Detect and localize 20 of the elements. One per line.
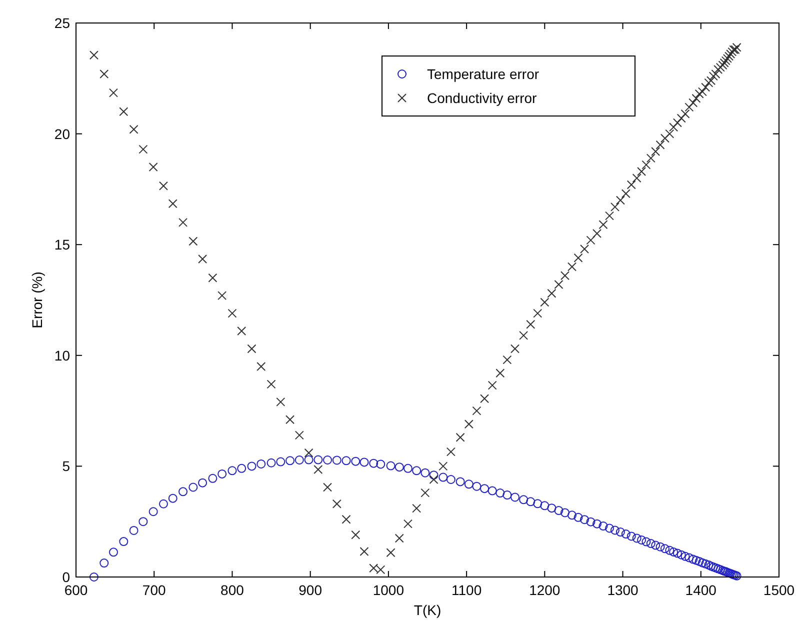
y-tick-label: 10 [54,347,70,364]
y-tick-label: 15 [54,236,70,253]
x-tick-label: 900 [298,582,322,598]
y-tick-label: 5 [62,458,70,474]
y-tick-label: 25 [54,15,70,31]
y-tick-label: 0 [62,569,70,585]
x-tick-label: 800 [220,582,244,598]
x-tick-label: 600 [64,582,88,598]
legend-label: Temperature error [427,66,540,82]
x-tick-label: 700 [142,582,166,598]
x-tick-label: 1000 [372,582,404,598]
x-tick-label: 1300 [607,582,639,598]
x-axis-title: T(K) [414,602,442,618]
legend-label: Conductivity error [427,90,538,106]
y-axis-title: Error (%) [29,272,45,328]
y-tick-label: 20 [54,126,70,142]
x-tick-label: 1200 [529,582,560,598]
x-tick-label: 1100 [452,582,482,598]
x-tick-label: 1500 [763,582,795,598]
x-tick-label: 1400 [685,582,717,598]
